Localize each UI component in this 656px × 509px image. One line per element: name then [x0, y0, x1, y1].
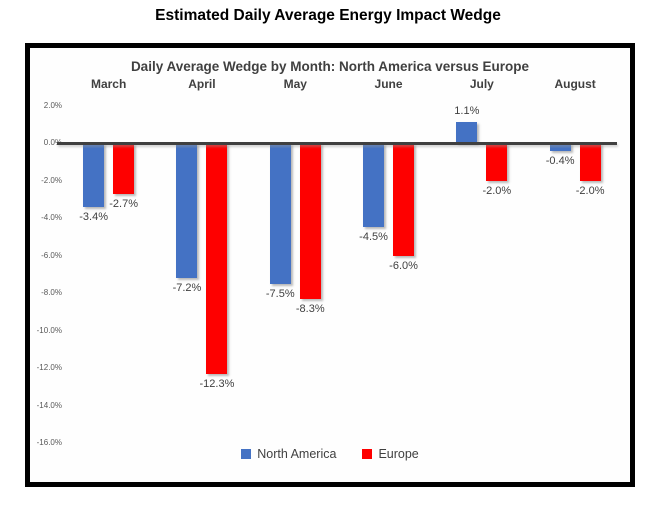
x-axis-label-april: April: [188, 77, 216, 91]
data-label-north-america-july: 1.1%: [454, 105, 480, 118]
data-label-europe-april: -12.3%: [199, 377, 235, 390]
bar-north-america-april: [176, 143, 198, 278]
bar-north-america-may: [269, 143, 291, 284]
legend: North America Europe: [30, 447, 630, 461]
y-axis-tick: 2.0%: [43, 100, 62, 110]
data-label-europe-march: -2.7%: [109, 197, 139, 210]
bar-europe-august: [579, 143, 601, 181]
legend-swatch-europe-icon: [362, 449, 373, 459]
data-label-north-america-april: -7.2%: [172, 282, 202, 294]
data-label-north-america-august: -0.4%: [545, 154, 575, 167]
data-label-europe-june: -6.0%: [389, 259, 418, 272]
bar-europe-july: [486, 143, 508, 181]
x-axis-label-may: May: [283, 77, 307, 91]
x-axis-label-august: August: [554, 77, 596, 91]
x-axis-label-march: March: [90, 77, 127, 91]
bar-europe-june: [393, 143, 415, 256]
data-label-europe-july: -2.0%: [482, 184, 512, 197]
bar-north-america-june: [363, 143, 385, 228]
y-axis-tick: -4.0%: [41, 213, 62, 222]
legend-item-europe: Europe: [362, 447, 419, 461]
chart-frame: Daily Average Wedge by Month: North Amer…: [25, 43, 635, 487]
bar-north-america-july: [456, 122, 478, 143]
plot-area: March April May June July August 2.0% 0.0% -2.0%…: [30, 48, 630, 482]
data-label-north-america-may: -7.5%: [265, 287, 295, 300]
data-label-north-america-june: -4.5%: [359, 231, 388, 244]
legend-label: Europe: [378, 447, 419, 461]
data-label-europe-may: -8.3%: [295, 302, 325, 315]
bar-europe-may: [299, 143, 321, 299]
y-axis-tick: 0.0%: [43, 138, 62, 147]
x-axis-label-july: July: [469, 77, 494, 91]
y-axis-tick: -10.0%: [36, 325, 62, 335]
legend-label: North America: [257, 447, 337, 461]
bar-europe-april: [206, 143, 228, 374]
y-axis-tick: -12.0%: [36, 363, 62, 372]
y-axis-tick: -6.0%: [41, 250, 62, 260]
bar-north-america-august: [549, 143, 571, 151]
bar-europe-march: [113, 143, 135, 194]
y-axis-tick: -8.0%: [41, 288, 62, 297]
data-label-north-america-march: -3.4%: [79, 210, 109, 223]
legend-swatch-north-america-icon: [241, 449, 252, 459]
x-axis-zero-line: [57, 141, 617, 145]
y-axis-tick: -16.0%: [36, 438, 62, 447]
legend-item-north-america: North America: [241, 447, 336, 461]
chart-title: Daily Average Wedge by Month: North Amer…: [130, 59, 530, 74]
y-axis-tick: -14.0%: [36, 400, 62, 410]
bar-north-america-march: [83, 143, 105, 207]
x-axis-label-june: June: [374, 77, 403, 91]
data-label-europe-august: -2.0%: [575, 184, 605, 197]
y-axis-tick: -2.0%: [41, 175, 62, 185]
page-title: Estimated Daily Average Energy Impact We…: [155, 7, 501, 24]
